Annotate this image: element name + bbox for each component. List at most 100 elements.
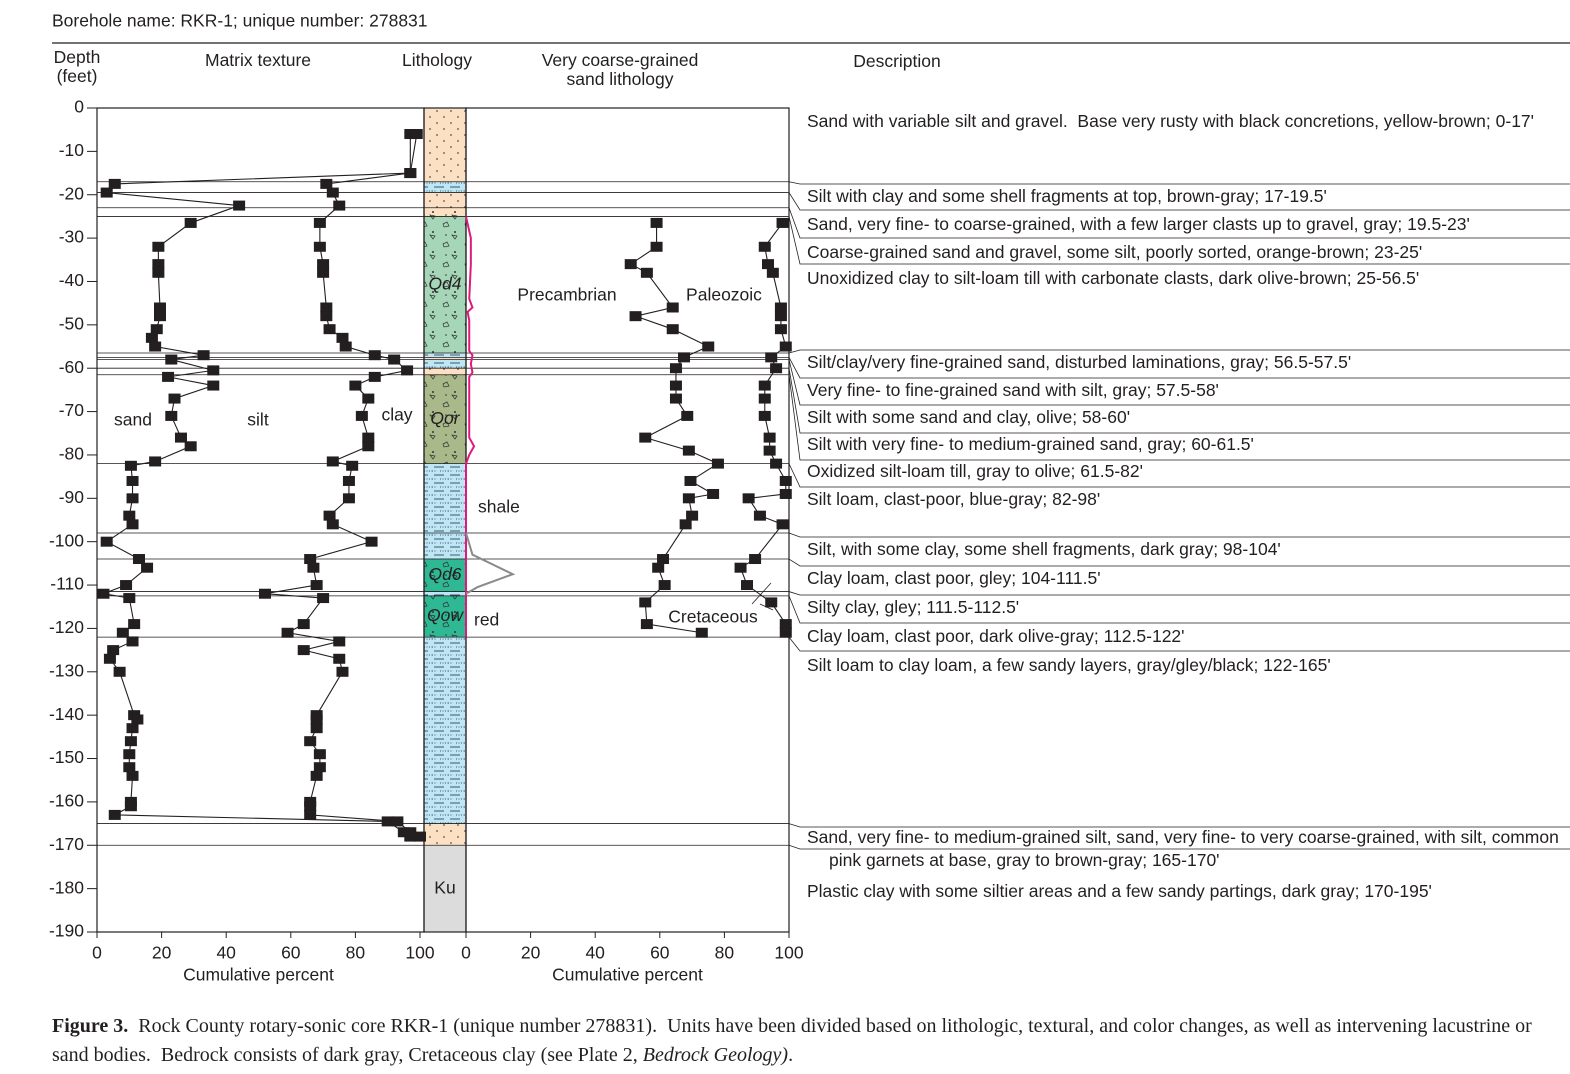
description: Very fine- to fine-grained sand with sil… [807, 379, 1570, 402]
data-point [667, 324, 679, 334]
data-point [314, 749, 326, 759]
data-point [349, 381, 361, 391]
data-point [109, 179, 121, 189]
data-point [777, 519, 789, 529]
data-point [686, 511, 698, 521]
y-tick-label: -180 [49, 877, 84, 897]
data-point [765, 597, 777, 607]
data-point [127, 476, 139, 486]
data-point [641, 619, 653, 629]
data-point [311, 771, 323, 781]
data-point [127, 493, 139, 503]
y-tick-label: -160 [49, 791, 84, 811]
data-point [780, 619, 792, 629]
y-tick-label: -190 [49, 921, 84, 941]
data-point [670, 363, 682, 373]
data-point [754, 511, 766, 521]
data-point [777, 218, 789, 228]
x-tick-label: 20 [521, 943, 541, 963]
data-point [712, 459, 724, 469]
y-tick-label: -110 [50, 574, 84, 594]
data-point [651, 218, 663, 228]
series-label: Paleozoic [686, 285, 762, 305]
data-point [169, 394, 181, 404]
data-point [314, 762, 326, 772]
plot-frame [466, 108, 789, 932]
x-axis-label: Cumulative percent [183, 965, 334, 985]
data-point [120, 580, 132, 590]
x-axis-label: Cumulative percent [552, 965, 703, 985]
unit-label: Qow [427, 605, 464, 625]
data-point [411, 129, 423, 139]
data-point [185, 441, 197, 451]
x-tick-label: 40 [585, 943, 605, 963]
annotation: Cretaceous [668, 607, 758, 627]
data-point [175, 433, 187, 443]
series-line [466, 216, 474, 637]
data-point [314, 218, 326, 228]
data-point [362, 394, 374, 404]
data-point [735, 563, 747, 573]
caption-italic: Bedrock Geology) [643, 1044, 788, 1066]
data-point [759, 411, 771, 421]
data-point [684, 476, 696, 486]
data-point [324, 511, 336, 521]
data-point [670, 381, 682, 391]
description-leader [789, 592, 1570, 595]
data-point [304, 736, 316, 746]
data-point [320, 302, 332, 312]
data-point [207, 381, 219, 391]
description: Oxidized silt-loam till, gray to olive; … [807, 460, 1570, 483]
data-point [362, 441, 374, 451]
data-point [639, 597, 651, 607]
y-tick-label: -90 [59, 487, 85, 507]
data-point [680, 519, 692, 529]
data-point [770, 459, 782, 469]
data-point [104, 654, 116, 664]
data-point [165, 355, 177, 365]
description: Silt loam to clay loam, a few sandy laye… [807, 654, 1570, 677]
plot-frame [97, 108, 424, 932]
y-tick-label: -130 [49, 660, 84, 680]
lithology-pattern [424, 193, 466, 208]
data-point [320, 311, 332, 321]
data-point [759, 242, 771, 252]
column-title: Very coarse-grained sand lithology [522, 51, 718, 89]
data-point [311, 723, 323, 733]
data-point [657, 554, 669, 564]
data-point [333, 636, 345, 646]
data-point [127, 723, 139, 733]
figure: Borehole name: RKR-1; unique number: 278… [0, 0, 1570, 1074]
description: Coarse-grained sand and gravel, some sil… [807, 241, 1570, 264]
data-point [759, 394, 771, 404]
column-title: Lithology [387, 51, 487, 70]
data-point [767, 268, 779, 278]
data-point [696, 628, 708, 638]
description-leader [789, 533, 1570, 537]
y-tick-label: -60 [59, 357, 85, 377]
caption-label: Figure 3. [52, 1015, 128, 1037]
description: Silt/clay/very fine-grained sand, distur… [807, 351, 1570, 374]
data-point [185, 218, 197, 228]
description: Sand with variable silt and gravel. Base… [807, 110, 1570, 133]
data-point [333, 654, 345, 664]
data-point [101, 537, 113, 547]
data-point [683, 446, 695, 456]
data-point [131, 714, 143, 724]
data-point [327, 188, 339, 198]
description: Sand, very fine- to coarse-grained, with… [807, 213, 1570, 236]
description: Silt loam, clast-poor, blue-gray; 82-98' [807, 488, 1570, 511]
data-point [652, 563, 664, 573]
data-point [304, 554, 316, 564]
description: Silty clay, gley; 111.5-112.5' [807, 596, 1570, 619]
data-point [327, 519, 339, 529]
annotation: clay [381, 405, 412, 425]
unit-label: Qd4 [428, 273, 461, 293]
data-point [314, 242, 326, 252]
column-title: Matrix texture [158, 51, 358, 70]
y-tick-label: -120 [49, 617, 84, 637]
series-label: sand [114, 410, 152, 430]
description: Silt with clay and some shell fragments … [807, 185, 1570, 208]
data-point [123, 762, 135, 772]
data-point [775, 324, 787, 334]
